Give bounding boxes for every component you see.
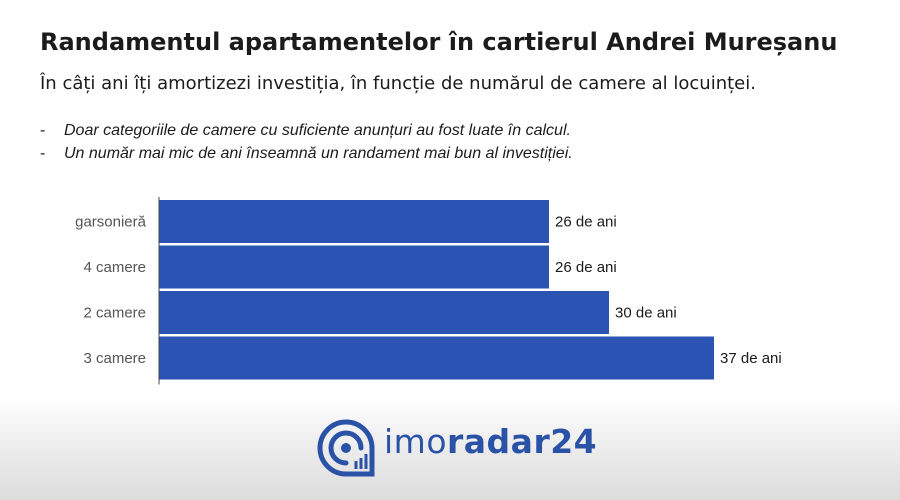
category-label: 2 camere [83, 305, 146, 322]
note-dash: - [40, 122, 46, 139]
bar [159, 336, 714, 380]
data-label: 37 de ani [720, 350, 782, 367]
brand-name-bold: radar24 [447, 422, 598, 461]
chart-title: Randamentul apartamentelor în cartierul … [40, 28, 838, 56]
brand-name-light: imo [384, 422, 448, 461]
footer-band [0, 398, 900, 500]
note-line: - Un număr mai mic de ani înseamnă un ran… [40, 145, 573, 163]
bar [159, 291, 609, 334]
chart-subtitle: În câți ani îți amortizezi investiția, î… [40, 73, 756, 94]
note-line: - Doar categoriile de camere cu suficient… [40, 122, 571, 140]
category-label: 4 camere [83, 259, 146, 276]
data-label: 26 de ani [555, 259, 617, 276]
radar-logo-icon [317, 419, 375, 477]
category-label: 3 camere [83, 350, 146, 367]
bar [159, 200, 549, 243]
note-text: Doar categoriile de camere cu suficiente… [64, 122, 571, 139]
data-label: 26 de ani [555, 214, 617, 231]
brand-wordmark: imoradar24 [384, 422, 597, 461]
category-label: garsonieră [75, 214, 147, 231]
note-dash: - [40, 145, 46, 162]
note-text: Un număr mai mic de ani înseamnă un rand… [64, 145, 573, 162]
bar [159, 245, 549, 289]
data-label: 30 de ani [615, 305, 677, 322]
bar-chart: garsonieră 26 de ani 4 camere 26 de ani 2 ca… [75, 197, 782, 385]
